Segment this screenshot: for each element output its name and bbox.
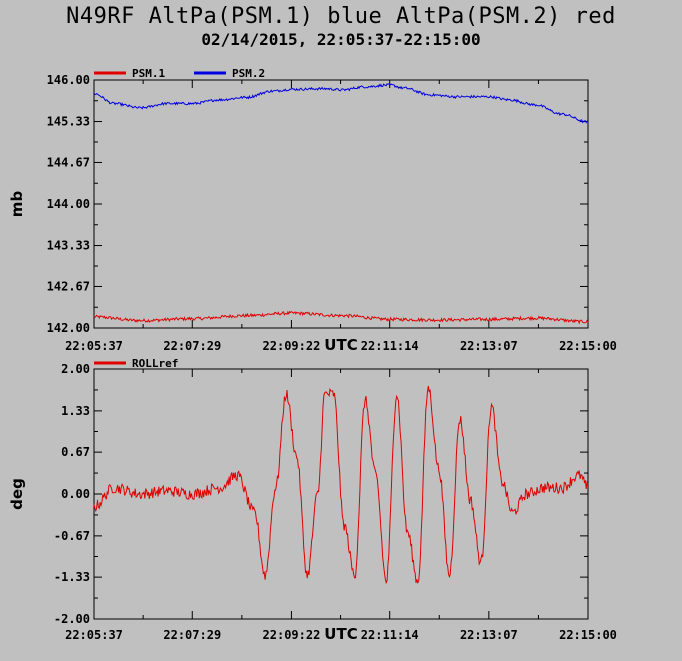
y-tick-label: -0.67 [54,529,90,543]
legend-label-psm1: PSM.1 [132,67,165,80]
series-line-psm1 [93,310,589,325]
y-axis-label: mb [8,191,26,218]
x-tick-label: 22:13:07 [460,339,518,353]
y-tick-label: -1.33 [54,570,90,584]
y-tick-label: 2.00 [61,362,90,376]
y-tick-label: -2.00 [54,612,90,626]
y-tick-label: 142.00 [47,321,90,335]
y-tick-label: 146.00 [47,73,90,87]
chart-title: N49RF AltPa(PSM.1) blue AltPa(PSM.2) red [66,4,616,29]
y-tick-label: 1.33 [61,404,90,418]
x-tick-label: 22:07:29 [163,628,221,642]
chart-subtitle: 02/14/2015, 22:05:37-22:15:00 [201,30,481,49]
x-tick-label: 22:13:07 [460,628,518,642]
y-tick-label: 145.33 [47,115,90,129]
series-line-rollref [93,385,589,585]
plot-frame-1 [93,79,589,329]
y-tick-label: 0.67 [61,445,90,459]
y-axis-label: deg [8,478,26,510]
x-tick-label: 22:15:00 [559,628,617,642]
x-tick-label: 22:05:37 [65,339,123,353]
x-tick-label: 22:09:22 [263,339,321,353]
x-tick-label: 22:11:14 [361,628,419,642]
y-tick-label: 144.67 [47,155,90,169]
series-line-psm2 [93,83,589,124]
x-tick-label: 22:07:29 [163,339,221,353]
x-tick-label: 22:09:22 [263,628,321,642]
x-tick-label: 22:11:14 [361,339,419,353]
legend-label-rollref: ROLLref [132,357,178,370]
x-axis-unit: UTC [324,336,357,354]
y-tick-label: 144.00 [47,197,90,211]
y-tick-label: 0.00 [61,487,90,501]
y-tick-label: 142.67 [47,279,90,293]
legend-label-psm2: PSM.2 [232,67,265,80]
y-tick-label: 143.33 [47,239,90,253]
x-axis-unit: UTC [324,625,357,643]
x-tick-label: 22:15:00 [559,339,617,353]
x-tick-label: 22:05:37 [65,628,123,642]
